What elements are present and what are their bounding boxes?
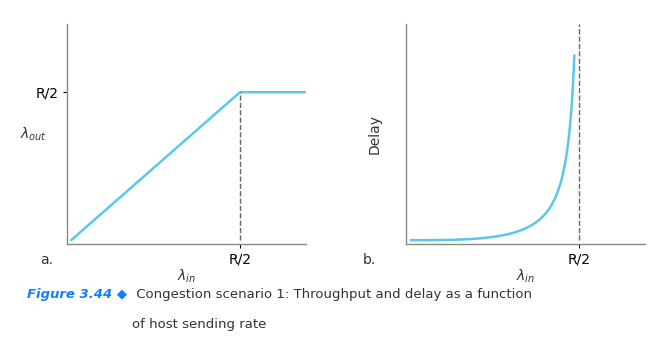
Text: a.: a. bbox=[40, 253, 53, 267]
Text: b.: b. bbox=[362, 253, 376, 267]
Text: Figure 3.44 ◆: Figure 3.44 ◆ bbox=[27, 288, 127, 301]
Y-axis label: Delay: Delay bbox=[368, 114, 382, 154]
Text: of host sending rate: of host sending rate bbox=[132, 318, 266, 331]
X-axis label: $\lambda_{in}$: $\lambda_{in}$ bbox=[176, 268, 196, 285]
Text: Congestion scenario 1: Throughput and delay as a function: Congestion scenario 1: Throughput and de… bbox=[132, 288, 532, 301]
X-axis label: $\lambda_{in}$: $\lambda_{in}$ bbox=[516, 268, 535, 285]
Y-axis label: $\lambda_{out}$: $\lambda_{out}$ bbox=[19, 126, 47, 143]
